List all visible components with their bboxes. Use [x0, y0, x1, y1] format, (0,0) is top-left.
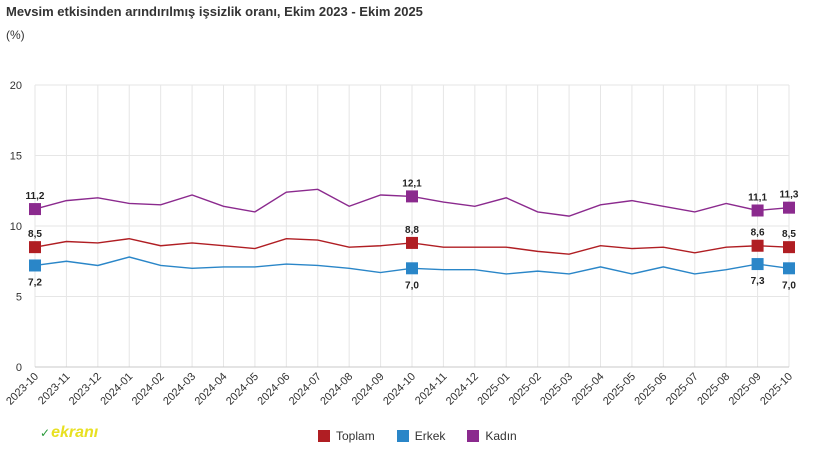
marker-toplam — [406, 236, 418, 249]
marker-erkek — [29, 259, 41, 272]
data-label-toplam: 8,6 — [751, 228, 765, 239]
x-tick-label: 2023-10 — [4, 371, 41, 408]
x-tick-label: 2024-05 — [224, 371, 261, 408]
x-tick-label: 2024-11 — [413, 371, 449, 407]
x-tick-label: 2025-08 — [695, 371, 732, 408]
data-label-toplam: 8,8 — [405, 225, 419, 236]
marker-kadın — [406, 190, 418, 203]
marker-toplam — [29, 241, 41, 254]
data-label-erkek: 7,0 — [405, 280, 419, 291]
data-label-kadın: 11,2 — [26, 191, 45, 202]
x-tick-label: 2024-09 — [350, 371, 387, 408]
legend: Toplam Erkek Kadın — [318, 429, 517, 443]
x-tick-label: 2024-10 — [381, 371, 418, 408]
legend-item-kadin[interactable]: Kadın — [467, 429, 517, 443]
y-tick-label: 0 — [16, 362, 22, 374]
x-tick-label: 2024-06 — [255, 371, 292, 408]
x-tick-label: 2024-04 — [193, 371, 230, 408]
x-tick-label: 2024-03 — [161, 371, 198, 408]
marker-kadın — [751, 204, 764, 217]
x-tick-label: 2024-12 — [444, 371, 481, 408]
x-tick-label: 2023-12 — [67, 371, 104, 408]
y-tick-label: 10 — [10, 221, 22, 233]
x-tick-label: 2024-02 — [130, 371, 167, 408]
x-tick-label: 2024-01 — [98, 371, 135, 408]
legend-swatch-erkek — [396, 430, 409, 442]
x-tick-label: 2025-10 — [758, 371, 795, 408]
x-tick-label: 2025-07 — [664, 371, 701, 408]
data-label-toplam: 8,5 — [28, 229, 42, 240]
series-layer — [29, 188, 795, 275]
x-tick-label: 2025-04 — [570, 371, 607, 408]
marker-kadın — [29, 203, 41, 216]
chart-title: Mevsim etkisinden arındırılmış işsizlik … — [6, 4, 423, 19]
data-label-erkek: 7,2 — [28, 277, 42, 288]
unit-label: (%) — [6, 28, 25, 42]
marker-erkek — [406, 262, 418, 275]
x-tick-label: 2025-03 — [538, 371, 575, 408]
x-tick-label: 2024-07 — [287, 371, 324, 408]
grid-layer — [34, 84, 790, 368]
legend-swatch-toplam — [318, 430, 330, 442]
x-tick-label: 2025-06 — [632, 371, 669, 408]
marker-erkek — [751, 258, 764, 271]
y-tick-label: 15 — [10, 151, 22, 163]
legend-item-toplam[interactable]: Toplam — [318, 429, 375, 443]
x-tick-label: 2024-08 — [318, 371, 355, 408]
data-label-erkek: 7,0 — [782, 280, 796, 291]
data-label-kadın: 11,3 — [780, 190, 799, 201]
legend-label-erkek: Erkek — [414, 429, 446, 443]
marker-kadın — [783, 201, 795, 214]
legend-swatch-kadin — [467, 430, 480, 442]
data-label-kadın: 11,1 — [748, 192, 767, 203]
data-label-toplam: 8,5 — [782, 229, 796, 240]
legend-label-toplam: Toplam — [336, 429, 375, 443]
label-layer: 8,5 8,8 8,6 8,5 7,2 7,0 7,3 7,0 11,2 12,1 11,1 11,3 — [26, 178, 799, 291]
data-label-erkek: 7,3 — [751, 276, 765, 287]
data-label-kadın: 12,1 — [402, 178, 422, 189]
legend-item-erkek[interactable]: Erkek — [396, 429, 446, 443]
x-tick-label: 2025-09 — [727, 371, 764, 408]
y-tick-label: 5 — [16, 292, 22, 304]
legend-label-kadin: Kadın — [485, 429, 517, 443]
marker-erkek — [783, 262, 795, 275]
watermark-logo: ✓ekranı — [40, 424, 99, 441]
x-tick-label: 2025-02 — [507, 371, 544, 408]
marker-toplam — [783, 241, 795, 254]
x-tick-label: 2025-05 — [601, 371, 638, 408]
x-tick-label: 2023-11 — [36, 371, 72, 407]
x-tick-label: 2025-01 — [475, 371, 512, 408]
y-tick-label: 20 — [10, 80, 22, 92]
marker-toplam — [751, 239, 764, 252]
